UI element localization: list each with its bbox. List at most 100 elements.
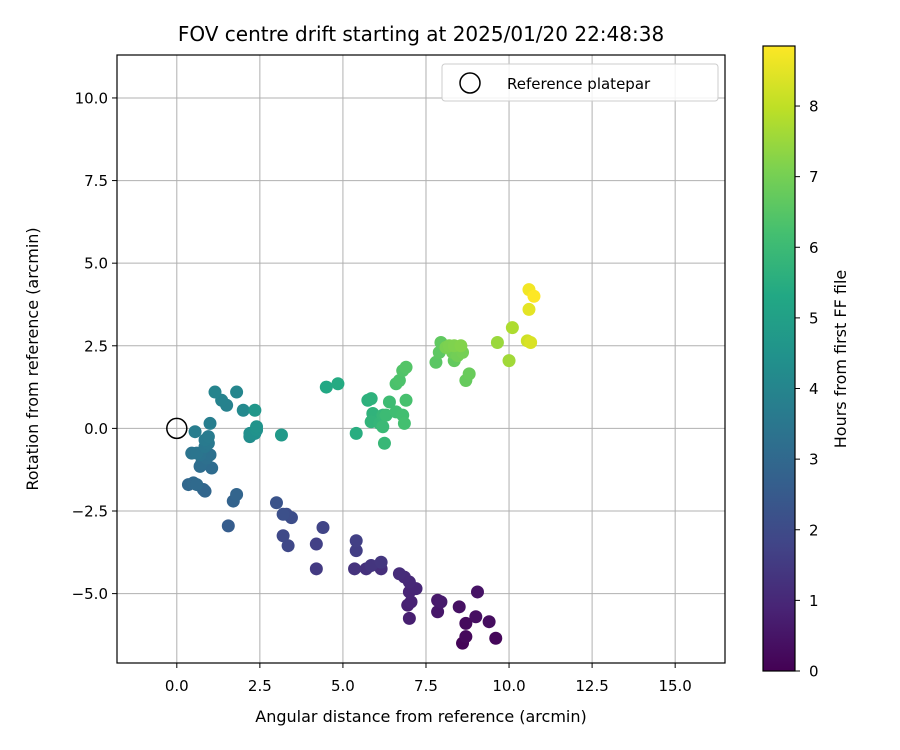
data-point — [462, 367, 476, 381]
colorbar-tick-label: 5 — [809, 309, 819, 327]
data-point — [431, 605, 445, 619]
data-point — [524, 335, 538, 349]
y-tick-label: 5.0 — [84, 255, 108, 273]
data-point — [248, 403, 262, 417]
x-tick-label: 5.0 — [331, 677, 355, 695]
x-tick-label: 10.0 — [492, 677, 525, 695]
y-tick-label: 0.0 — [84, 420, 108, 438]
data-point — [276, 507, 290, 521]
colorbar-tick-label: 1 — [809, 592, 819, 610]
plot-area — [117, 55, 725, 663]
data-point — [230, 385, 244, 399]
x-tick-label: 2.5 — [248, 677, 272, 695]
x-tick-label: 0.0 — [165, 677, 189, 695]
data-point — [269, 496, 283, 510]
x-axis-ticks: 0.0 2.5 5.0 7.5 10.0 12.5 15.0 — [165, 663, 692, 695]
data-point — [364, 559, 378, 573]
y-axis-ticks: −5.0 −2.5 0.0 2.5 5.0 7.5 10.0 — [72, 89, 117, 603]
y-tick-label: −5.0 — [72, 585, 108, 603]
data-point — [505, 321, 519, 335]
data-point — [274, 428, 288, 442]
data-point — [319, 380, 333, 394]
data-point — [205, 461, 219, 475]
data-point — [452, 600, 466, 614]
data-point — [349, 544, 363, 558]
data-point — [316, 521, 330, 535]
colorbar-ticks: 0 1 2 3 4 5 6 7 8 — [795, 98, 819, 681]
data-point — [402, 611, 416, 625]
x-tick-label: 15.0 — [658, 677, 691, 695]
y-tick-label: 10.0 — [75, 89, 108, 107]
data-point — [376, 420, 390, 434]
legend-entry-reference-platepar: Reference platepar — [507, 75, 651, 93]
data-point — [502, 354, 516, 368]
data-point — [221, 519, 235, 533]
data-point — [377, 436, 391, 450]
data-point — [250, 420, 264, 434]
data-point — [309, 562, 323, 576]
reference-platepar-marker — [166, 417, 188, 440]
colorbar-tick-label: 4 — [809, 380, 819, 398]
data-point — [379, 408, 393, 422]
legend-box — [441, 63, 719, 102]
data-point — [392, 373, 406, 387]
data-point — [349, 426, 363, 440]
data-point — [309, 537, 323, 551]
y-tick-label: 2.5 — [84, 337, 108, 355]
data-point — [397, 416, 411, 430]
colorbar-tick-label: 0 — [809, 663, 819, 681]
colorbar-tick-label: 7 — [809, 168, 819, 186]
chart-title: FOV centre drift starting at 2025/01/20 … — [178, 22, 664, 46]
grid-lines — [117, 55, 725, 663]
colorbar: 0 1 2 3 4 5 6 7 8 Hours from first FF file — [762, 45, 850, 681]
y-axis-label: Rotation from reference (arcmin) — [23, 227, 42, 490]
data-point — [392, 567, 406, 581]
data-point — [331, 377, 345, 391]
legend: Reference platepar — [441, 63, 719, 102]
data-point — [454, 339, 468, 353]
data-point — [527, 289, 541, 303]
data-point — [459, 616, 473, 630]
data-point — [208, 385, 222, 399]
data-point — [374, 555, 388, 569]
data-point — [470, 585, 484, 599]
data-point — [482, 615, 496, 629]
data-point — [489, 631, 503, 645]
data-points — [181, 283, 541, 650]
data-point — [188, 425, 202, 439]
y-tick-label: −2.5 — [72, 503, 108, 521]
data-point — [281, 539, 295, 553]
x-axis-label: Angular distance from reference (arcmin) — [255, 707, 586, 726]
colorbar-tick-label: 8 — [809, 98, 819, 116]
data-point — [399, 393, 413, 407]
data-point — [490, 335, 504, 349]
data-point — [348, 562, 362, 576]
x-tick-label: 12.5 — [575, 677, 608, 695]
y-tick-label: 7.5 — [84, 172, 108, 190]
data-point — [190, 478, 204, 492]
data-point — [349, 534, 363, 548]
data-point — [382, 395, 396, 409]
colorbar-gradient — [763, 46, 795, 671]
data-point — [276, 529, 290, 543]
data-point — [459, 630, 473, 644]
colorbar-frame — [762, 45, 796, 672]
data-point — [236, 403, 250, 417]
plot-frame — [116, 54, 726, 664]
colorbar-label: Hours from first FF file — [831, 270, 850, 449]
colorbar-tick-label: 2 — [809, 521, 819, 539]
data-point — [399, 360, 413, 374]
data-point — [522, 302, 536, 316]
data-point — [469, 610, 483, 624]
colorbar-tick-label: 3 — [809, 451, 819, 469]
data-point — [203, 416, 217, 430]
colorbar-tick-label: 6 — [809, 239, 819, 257]
data-point — [434, 595, 448, 609]
data-point — [230, 487, 244, 501]
data-point — [404, 595, 418, 609]
data-point — [429, 355, 443, 369]
data-point — [201, 430, 215, 444]
data-point — [364, 392, 378, 406]
legend-marker — [459, 72, 481, 94]
